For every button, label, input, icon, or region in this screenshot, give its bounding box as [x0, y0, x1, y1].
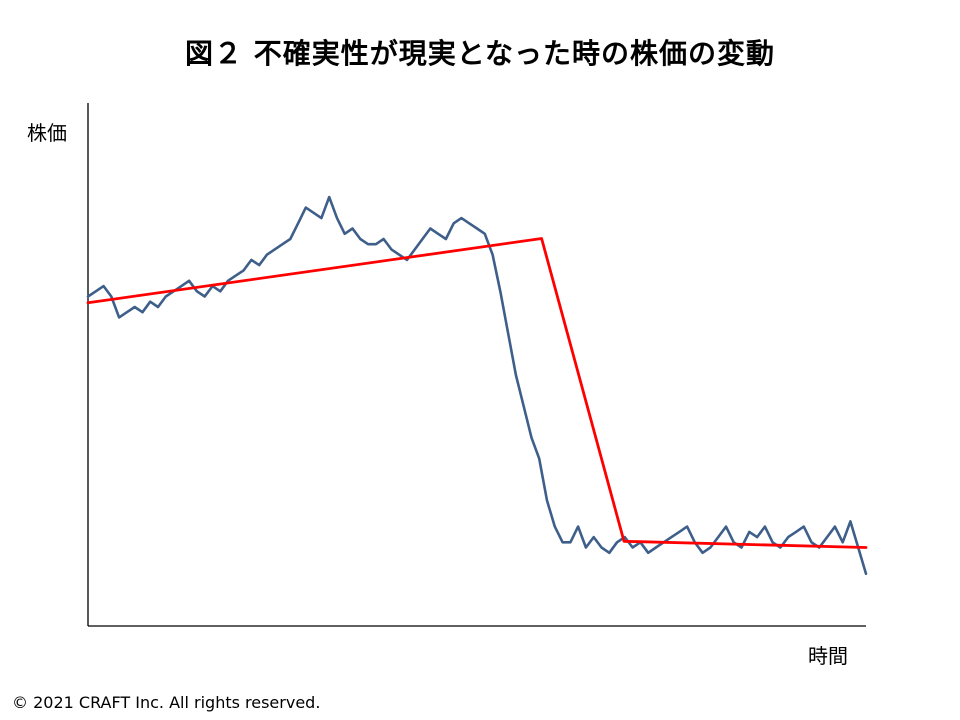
trend-line [86, 237, 868, 549]
x-axis-label: 時間 [808, 644, 848, 668]
series-layer [86, 195, 868, 576]
chart-title: 図２ 不確実性が現実となった時の株価の変動 [185, 37, 775, 70]
stock-price-line [86, 195, 868, 576]
y-axis-label: 株価 [27, 121, 67, 145]
copyright-notice: © 2021 CRAFT Inc. All rights reserved. [12, 693, 321, 712]
